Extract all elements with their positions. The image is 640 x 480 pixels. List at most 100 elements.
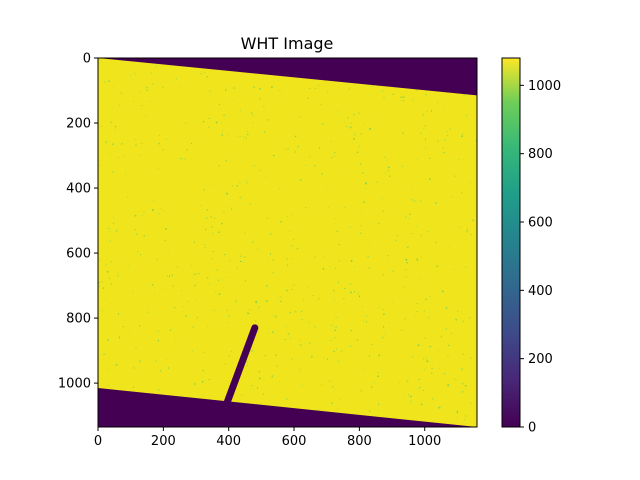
speckle [454, 175, 456, 178]
y-axis: 0 200 400 600 800 1000 [58, 52, 98, 392]
speckle [202, 351, 205, 353]
speckle [408, 394, 409, 396]
speckle [270, 253, 271, 255]
speckle [231, 350, 233, 353]
speckle [245, 280, 246, 282]
speckle [208, 282, 210, 285]
speckle [388, 166, 390, 169]
speckle [332, 324, 334, 326]
speckle [366, 349, 367, 351]
speckle [166, 138, 167, 140]
speckle [163, 209, 165, 211]
speckle [312, 295, 314, 296]
speckle [404, 318, 406, 320]
speckle [118, 336, 121, 339]
speckle [156, 258, 158, 261]
image-area [98, 58, 477, 427]
speckle [149, 101, 151, 102]
speckle [349, 283, 352, 285]
speckle [128, 332, 130, 334]
speckle [177, 266, 178, 268]
speckle [370, 344, 373, 345]
speckle [426, 110, 428, 112]
speckle [461, 391, 464, 393]
speckle [247, 312, 249, 314]
x-tick-label: 200 [151, 434, 176, 449]
speckle [326, 189, 328, 191]
speckle [391, 270, 393, 273]
speckle [112, 216, 115, 218]
speckle [221, 122, 223, 124]
speckle [343, 207, 346, 208]
speckle [445, 307, 448, 309]
speckle [318, 408, 320, 410]
speckle [301, 385, 303, 387]
speckle [358, 145, 361, 147]
speckle [425, 298, 427, 300]
speckle [360, 232, 362, 234]
speckle [134, 72, 136, 74]
speckle [279, 381, 280, 383]
speckle [289, 312, 292, 314]
speckle [223, 114, 225, 116]
speckle [287, 333, 290, 335]
speckle [423, 310, 425, 312]
speckle [448, 344, 450, 346]
speckle [314, 164, 316, 167]
speckle [171, 274, 173, 277]
speckle [373, 129, 375, 131]
speckle [291, 245, 294, 247]
speckle [284, 338, 286, 340]
speckle [405, 276, 408, 278]
speckle [461, 135, 463, 137]
speckle [367, 255, 369, 258]
speckle [454, 378, 457, 380]
speckle [357, 292, 359, 294]
x-tick-label: 800 [347, 434, 372, 449]
speckle [337, 408, 338, 410]
x-axis: 0 200 400 600 800 1000 [94, 427, 441, 449]
speckle [335, 317, 337, 319]
speckle [416, 89, 418, 91]
speckle [291, 289, 293, 290]
speckle [333, 155, 335, 157]
speckle [447, 355, 449, 358]
speckle [255, 301, 257, 304]
speckle [115, 364, 118, 366]
speckle [326, 358, 329, 361]
speckle [227, 134, 229, 135]
speckle [360, 163, 362, 165]
speckle [228, 322, 230, 323]
speckle [462, 133, 464, 135]
speckle [294, 151, 296, 153]
speckle [419, 200, 422, 202]
speckle [202, 381, 204, 383]
speckle [291, 358, 293, 360]
speckle [275, 354, 277, 356]
speckle [280, 300, 282, 302]
speckle [225, 89, 227, 92]
speckle [440, 335, 442, 338]
speckle [282, 98, 284, 100]
speckle [467, 228, 468, 231]
speckle [378, 354, 380, 357]
speckle [208, 378, 210, 381]
speckle [105, 141, 107, 144]
speckle [210, 185, 212, 187]
speckle [411, 199, 413, 201]
speckle [439, 407, 441, 409]
speckle [382, 90, 383, 92]
speckle [450, 332, 453, 334]
speckle [345, 170, 347, 172]
speckle [245, 180, 247, 183]
speckle [366, 315, 367, 317]
speckle [98, 164, 100, 166]
speckle [293, 284, 295, 286]
speckle [170, 204, 172, 206]
speckle [328, 207, 330, 209]
speckle [106, 271, 109, 273]
speckle [382, 210, 385, 212]
speckle [382, 274, 385, 276]
speckle [190, 142, 193, 145]
speckle [221, 134, 223, 136]
